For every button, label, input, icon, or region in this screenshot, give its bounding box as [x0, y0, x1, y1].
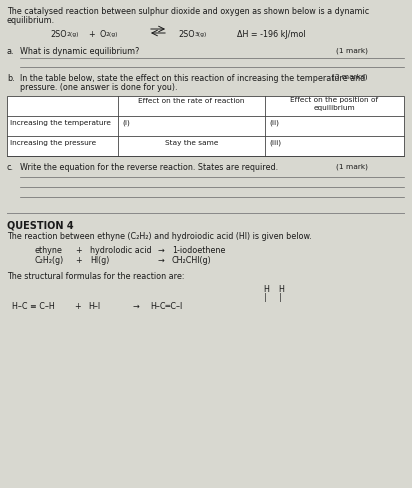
Text: c.: c. — [7, 163, 14, 172]
Text: The reaction between ethyne (C₂H₂) and hydroiodic acid (HI) is given below.: The reaction between ethyne (C₂H₂) and h… — [7, 232, 312, 241]
Text: H: H — [263, 285, 269, 294]
Text: +: + — [88, 30, 95, 39]
Text: 2SO: 2SO — [50, 30, 67, 39]
Text: pressure. (one answer is done for you).: pressure. (one answer is done for you). — [20, 83, 178, 92]
Text: (iii): (iii) — [269, 140, 281, 146]
Text: 2SO: 2SO — [178, 30, 194, 39]
Text: (i): (i) — [122, 120, 130, 126]
Text: In the table below, state the effect on this reaction of increasing the temperat: In the table below, state the effect on … — [20, 74, 365, 83]
Text: C₂H₂(g): C₂H₂(g) — [35, 256, 64, 265]
Text: 2(g): 2(g) — [106, 32, 119, 37]
Text: a.: a. — [7, 47, 14, 56]
Text: What is dynamic equilibrium?: What is dynamic equilibrium? — [20, 47, 139, 56]
Text: 3(g): 3(g) — [195, 32, 207, 37]
Text: +: + — [75, 246, 82, 255]
Text: +: + — [75, 256, 82, 265]
Text: Write the equation for the reverse reaction. States are required.: Write the equation for the reverse react… — [20, 163, 278, 172]
Text: CH₂CHI(g): CH₂CHI(g) — [172, 256, 212, 265]
Text: H: H — [278, 285, 284, 294]
Text: (1 mark): (1 mark) — [336, 47, 368, 54]
Text: hydrolodic acid: hydrolodic acid — [90, 246, 152, 255]
Text: The catalysed reaction between sulphur dioxide and oxygen as shown below is a dy: The catalysed reaction between sulphur d… — [7, 7, 369, 16]
Text: (1 mark): (1 mark) — [336, 163, 368, 169]
Text: 1-iodoethene: 1-iodoethene — [172, 246, 225, 255]
Text: |: | — [264, 293, 267, 302]
Text: (ii): (ii) — [269, 120, 279, 126]
Text: Increasing the pressure: Increasing the pressure — [10, 140, 96, 146]
Text: H–C ≡ C–H: H–C ≡ C–H — [12, 302, 55, 311]
Text: equilibrium.: equilibrium. — [7, 16, 55, 25]
Text: +: + — [74, 302, 81, 311]
Text: Effect on the position of: Effect on the position of — [290, 97, 379, 103]
Text: The structural formulas for the reaction are:: The structural formulas for the reaction… — [7, 272, 185, 281]
Bar — [7, 96, 404, 156]
Text: equilibrium: equilibrium — [314, 105, 356, 111]
Text: b.: b. — [7, 74, 14, 83]
Text: QUESTION 4: QUESTION 4 — [7, 221, 74, 231]
Text: O: O — [100, 30, 106, 39]
Text: H–C═C–I: H–C═C–I — [150, 302, 182, 311]
Text: Increasing the temperature: Increasing the temperature — [10, 120, 111, 126]
Text: |: | — [279, 293, 282, 302]
Text: 2(g): 2(g) — [67, 32, 80, 37]
Text: →: → — [133, 302, 140, 311]
Text: H–I: H–I — [88, 302, 100, 311]
Text: HI(g): HI(g) — [90, 256, 109, 265]
Text: →: → — [158, 256, 165, 265]
Text: Effect on the rate of reaction: Effect on the rate of reaction — [138, 98, 245, 104]
Text: ethyne: ethyne — [35, 246, 63, 255]
Text: Stay the same: Stay the same — [165, 140, 218, 146]
Text: →: → — [158, 246, 165, 255]
Text: (3 marks): (3 marks) — [332, 74, 368, 81]
Text: ΔH = -196 kJ/mol: ΔH = -196 kJ/mol — [237, 30, 306, 39]
